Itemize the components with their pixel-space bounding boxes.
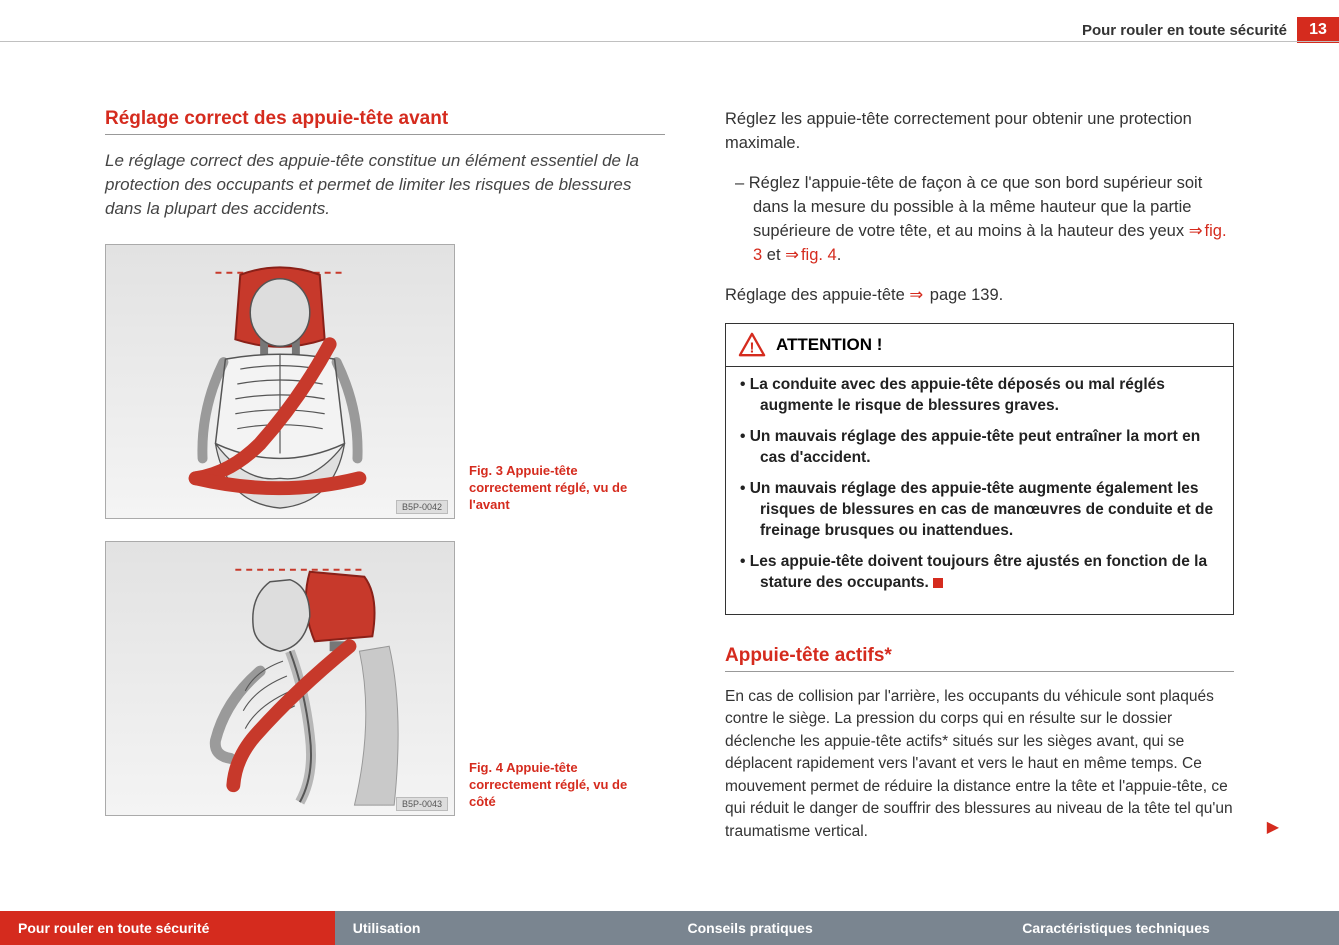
warning-item-1: La conduite avec des appuie-tête déposés… bbox=[740, 375, 1219, 417]
section-title-active-headrest: Appuie-tête actifs* bbox=[725, 645, 1234, 672]
page: Pour rouler en toute sécurité 13 Réglage… bbox=[0, 0, 1339, 945]
header-rule bbox=[0, 41, 1339, 42]
arrow-icon bbox=[1189, 222, 1205, 240]
warning-item-3: Un mauvais réglage des appuie-tête augme… bbox=[740, 479, 1219, 542]
footer-tab-label: Utilisation bbox=[353, 920, 421, 936]
warning-box: ! ATTENTION ! La conduite avec des appui… bbox=[725, 323, 1234, 614]
footer-tab-label: Conseils pratiques bbox=[688, 920, 813, 936]
page-number-badge: 13 bbox=[1297, 17, 1339, 43]
figure-3-block: B5P-0042 Fig. 3 Appuie-tête correctement… bbox=[105, 244, 665, 519]
header-section-title: Pour rouler en toute sécurité bbox=[1082, 22, 1297, 39]
continuation-arrow-icon: ▶ bbox=[1267, 817, 1279, 837]
footer-tab-safety[interactable]: Pour rouler en toute sécurité bbox=[0, 911, 335, 945]
content-area: Réglage correct des appuie-tête avant Le… bbox=[105, 108, 1234, 875]
section-title-headrest: Réglage correct des appuie-tête avant bbox=[105, 108, 665, 135]
svg-text:!: ! bbox=[750, 341, 755, 357]
figure-3-id: B5P-0042 bbox=[396, 500, 448, 514]
header-bar: Pour rouler en toute sécurité 13 bbox=[0, 18, 1339, 42]
figure-4-image: B5P-0043 bbox=[105, 541, 455, 816]
warning-body: La conduite avec des appuie-tête déposés… bbox=[726, 367, 1233, 613]
figure-4-caption: Fig. 4 Appuie-tête correctement réglé, v… bbox=[469, 760, 639, 817]
para2-b[interactable]: page 139. bbox=[925, 286, 1003, 304]
warning-title: ATTENTION ! bbox=[776, 335, 882, 355]
warning-item-2: Un mauvais réglage des appuie-tête peut … bbox=[740, 427, 1219, 469]
page-number: 13 bbox=[1309, 21, 1327, 39]
warning-header: ! ATTENTION ! bbox=[726, 324, 1233, 367]
warning-item-4: Les appuie-tête doivent toujours être aj… bbox=[740, 552, 1219, 594]
active-headrest-body: En cas de collision par l'arrière, les o… bbox=[725, 686, 1234, 843]
footer-tab-utilisation[interactable]: Utilisation bbox=[335, 911, 670, 945]
footer-tab-label: Pour rouler en toute sécurité bbox=[18, 920, 209, 936]
intro-text: Le réglage correct des appuie-tête const… bbox=[105, 149, 665, 220]
right-para-2: Réglage des appuie-tête page 139. bbox=[725, 284, 1234, 308]
instruction-text-b: et bbox=[762, 246, 785, 264]
para2-a: Réglage des appuie-tête bbox=[725, 286, 909, 304]
footer-tabs: Pour rouler en toute sécurité Utilisatio… bbox=[0, 911, 1339, 945]
figure-3-caption: Fig. 3 Appuie-tête correctement réglé, v… bbox=[469, 463, 639, 520]
figure-3-image: B5P-0042 bbox=[105, 244, 455, 519]
figure-4-id: B5P-0043 bbox=[396, 797, 448, 811]
instruction-text-c: . bbox=[837, 246, 842, 264]
right-column: Réglez les appuie-tête correctement pour… bbox=[725, 108, 1234, 875]
right-para-1: Réglez les appuie-tête correctement pour… bbox=[725, 108, 1234, 156]
instruction-text-a: Réglez l'appuie-tête de façon à ce que s… bbox=[749, 174, 1203, 240]
warning-triangle-icon: ! bbox=[738, 332, 766, 358]
footer-tab-label: Caractéristiques techniques bbox=[1022, 920, 1210, 936]
end-square-icon bbox=[933, 578, 943, 588]
instruction-bullet: Réglez l'appuie-tête de façon à ce que s… bbox=[725, 172, 1234, 268]
footer-tab-conseils[interactable]: Conseils pratiques bbox=[670, 911, 1005, 945]
figure-4-block: B5P-0043 Fig. 4 Appuie-tête correctement… bbox=[105, 541, 665, 816]
ref-fig4[interactable]: fig. 4 bbox=[801, 246, 837, 264]
warning-item-4-text: Les appuie-tête doivent toujours être aj… bbox=[750, 553, 1207, 591]
footer-tab-caracteristiques[interactable]: Caractéristiques techniques bbox=[1004, 911, 1339, 945]
arrow-icon bbox=[909, 286, 925, 304]
left-column: Réglage correct des appuie-tête avant Le… bbox=[105, 108, 665, 875]
arrow-icon bbox=[785, 246, 801, 264]
